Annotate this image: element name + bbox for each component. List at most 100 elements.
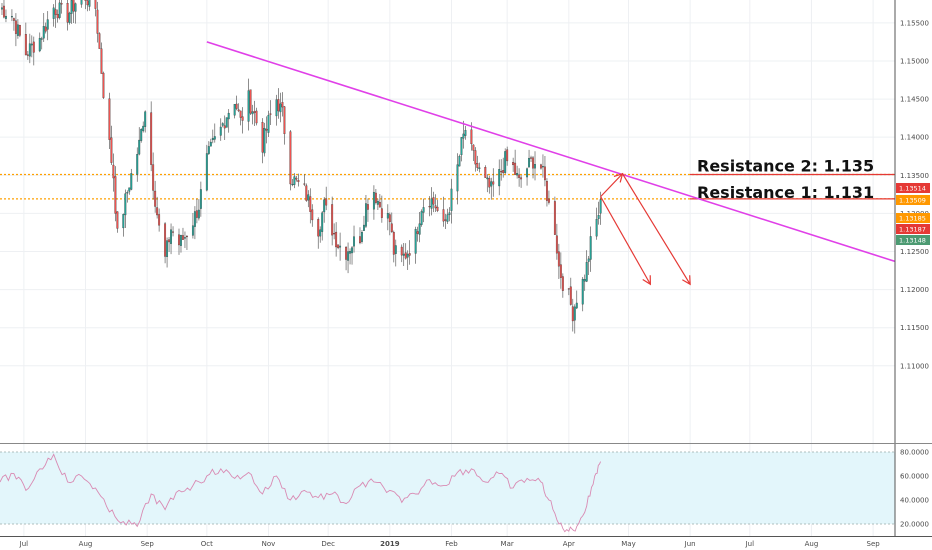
candle-body	[458, 156, 461, 167]
y-tick-label: 1.14000	[900, 134, 929, 142]
candle-body	[70, 0, 73, 14]
candle-body	[420, 211, 423, 225]
candle-body	[432, 197, 435, 205]
candle-body	[291, 183, 294, 186]
candle-body	[325, 198, 328, 206]
candle-body	[74, 3, 77, 12]
projection-arrow	[600, 196, 651, 285]
y-tick-label: 1.14500	[900, 96, 929, 104]
y-tick-label: 1.15000	[900, 57, 929, 65]
candle-body	[263, 128, 266, 154]
candle-body	[390, 223, 393, 233]
x-tick-label: Jul	[19, 540, 29, 548]
candle-body	[351, 247, 353, 254]
candle-body	[394, 245, 397, 254]
candle-body	[195, 210, 198, 218]
candle-body	[225, 117, 228, 128]
y-tick-label: 1.15500	[900, 19, 929, 27]
candle-body	[191, 225, 194, 236]
candle-body	[30, 43, 33, 46]
candle-body	[442, 209, 445, 222]
candle-body	[297, 180, 300, 183]
x-tick-label: Mar	[501, 540, 514, 548]
y-tick-label: 1.11000	[900, 362, 929, 370]
trendline	[206, 41, 896, 263]
candle-body	[68, 12, 71, 23]
candle-body	[211, 138, 214, 141]
rsi-line	[0, 453, 602, 533]
candle-body	[261, 122, 264, 153]
candle-body	[154, 190, 157, 207]
candle-body	[347, 251, 350, 261]
candle-body	[514, 162, 517, 175]
candle-body	[388, 214, 391, 223]
candle-body	[464, 130, 467, 136]
candle-body	[345, 246, 348, 260]
candle-body	[140, 129, 143, 141]
candle-body	[251, 111, 254, 115]
candle-body	[172, 231, 174, 233]
candle-body	[295, 177, 298, 180]
candle-body	[498, 169, 501, 187]
rsi-y-tick-label: 80.0000	[900, 449, 929, 457]
projection-arrows[interactable]	[600, 172, 691, 286]
candle-body	[436, 206, 439, 211]
x-tick-label: Dec	[321, 540, 335, 548]
price-tag-text: 1.13514	[899, 184, 926, 192]
candle-body	[470, 129, 473, 145]
candle-body	[402, 253, 405, 256]
candle-body	[406, 253, 409, 258]
candle-body	[289, 131, 292, 185]
candle-body	[14, 20, 17, 34]
x-tick-label: Jul	[745, 540, 755, 548]
candle-body	[138, 139, 141, 155]
candle-body	[323, 199, 326, 213]
candle-body	[180, 234, 182, 246]
candle-body	[112, 164, 115, 179]
candle-body	[561, 276, 564, 291]
candle-body	[32, 41, 35, 53]
candle-body	[331, 204, 334, 236]
candle-body	[283, 106, 286, 135]
candle-body	[80, 0, 83, 5]
candle-body	[182, 235, 184, 240]
price-tag-box	[896, 213, 930, 223]
candle-body	[197, 209, 200, 219]
candle-body	[540, 164, 542, 169]
candle-body	[374, 192, 377, 203]
candle-body	[589, 236, 592, 260]
candle-body	[94, 0, 97, 9]
rsi-line-group	[0, 453, 602, 533]
candle-body	[404, 252, 407, 259]
candle-body	[335, 231, 338, 248]
candle-body	[500, 171, 503, 173]
trendline-group[interactable]	[206, 41, 896, 263]
candle-body	[484, 167, 487, 178]
candle-body	[38, 37, 41, 52]
candle-body	[545, 181, 548, 201]
candle-body	[400, 246, 403, 256]
candle-body	[333, 233, 336, 235]
candle-body	[547, 198, 550, 203]
y-tick-label: 1.12500	[900, 248, 929, 256]
candle-body	[255, 110, 258, 124]
rsi-band	[0, 451, 895, 525]
candle-body	[184, 237, 186, 239]
candle-body	[100, 48, 103, 74]
x-tick-label: Feb	[445, 540, 458, 548]
candle-body	[28, 43, 31, 57]
candle-body	[502, 170, 505, 174]
candle-body	[66, 3, 69, 23]
candle-body	[44, 26, 47, 32]
candle-body	[380, 208, 383, 218]
candle-body	[269, 113, 272, 115]
candle-body	[126, 192, 129, 194]
x-tick-label: May	[621, 540, 635, 548]
candle-body	[1, 7, 3, 10]
candle-body	[418, 223, 421, 235]
candle-body	[156, 207, 159, 216]
candle-body	[416, 231, 419, 234]
projection-arrow	[600, 172, 691, 285]
